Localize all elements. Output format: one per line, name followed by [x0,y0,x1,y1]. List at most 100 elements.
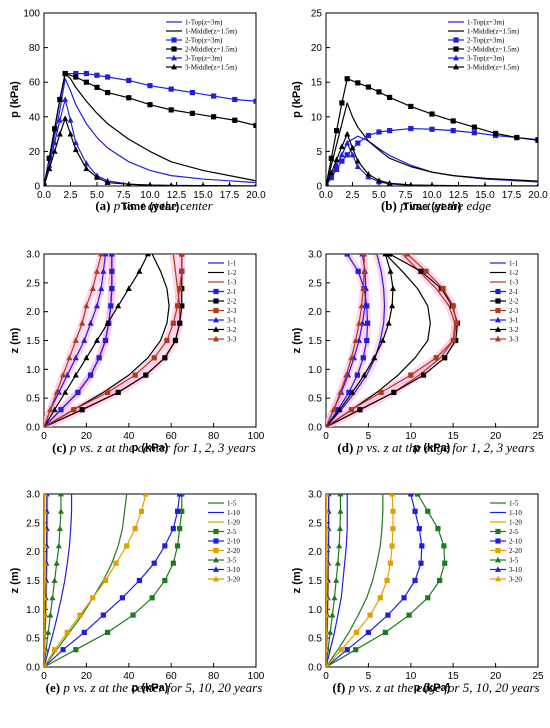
legend-label: 3-2 [509,326,519,334]
series-line [44,254,170,427]
caption-text: p vs. z at the center for 5, 10, 20 year… [62,680,262,695]
legend-label: 1-5 [227,500,237,508]
legend-marker [171,46,177,52]
y-tick-label: 0 [316,182,322,193]
data-point [440,286,446,292]
data-point [483,182,487,186]
data-point [450,128,456,134]
data-point [56,525,63,531]
legend-marker [495,538,501,544]
data-point [330,406,337,413]
data-point [44,577,48,583]
caption-text: p vs. t at the edge [399,198,491,213]
x-tick-label: 40 [123,671,135,682]
panel-caption: (f) p vs. z at the edge for 5, 10, 20 ye… [332,680,539,695]
legend-marker [495,298,501,304]
y-tick-label: 1.5 [26,576,40,587]
data-point [354,163,361,170]
data-point [253,98,256,104]
x-axis-label: p (kPa) [414,682,451,694]
series-line [44,494,147,667]
data-point [44,646,48,653]
legend-label: 2-1 [509,288,519,296]
data-point [326,646,330,653]
legend-marker [495,316,501,323]
data-point [377,595,383,601]
data-point [174,543,181,549]
legend-marker [213,538,219,544]
x-tick-label: 15 [448,431,460,442]
data-point [326,508,330,514]
legend-label: 1-Top(z=3m) [185,19,223,27]
data-point [418,268,424,274]
data-point [326,182,328,186]
series-line [326,78,538,186]
series-line [326,494,348,667]
series-line [44,494,73,667]
chart-panel-d: 0 5 10 15 20 25 0.0 0.5 1.0 1.5 2.0 2.5 3.0 p (kPa) z … [291,250,544,456]
data-point [227,182,232,186]
data-point [361,371,368,378]
x-tick-label: 60 [166,671,178,682]
x-tick-label: 0 [323,431,329,442]
data-point [384,577,390,584]
data-point [143,372,149,378]
legend-label: 3-5 [509,557,519,565]
data-point [113,560,119,566]
data-point [47,406,54,413]
data-point [389,302,396,309]
data-point [353,647,359,653]
data-point [115,389,121,395]
data-point [378,389,384,395]
data-point [535,137,538,143]
data-point [336,525,343,531]
data-point [44,629,48,635]
x-tick-label: 10 [405,671,417,682]
y-tick-label: 0 [34,182,40,193]
legend-marker [213,566,219,572]
data-point [100,612,106,618]
y-tick-label: 10 [311,112,323,123]
data-point [44,525,48,531]
legend-label: 3-2 [227,326,237,334]
data-point [44,560,48,566]
caption-letter: (f) [332,680,348,695]
data-point [94,337,100,343]
data-point [105,629,111,635]
data-point [391,389,397,395]
data-point [364,337,370,344]
legend-label: 1-10 [227,509,240,517]
legend-marker [495,575,501,582]
x-axis-label: Time (year) [121,201,180,213]
y-tick-label: 1.0 [308,605,322,616]
data-point [364,320,371,326]
y-tick-label: 3.0 [308,490,322,501]
data-point [387,254,393,257]
legend-label: 2-3 [509,307,519,315]
data-point [365,629,371,635]
data-point [108,303,114,309]
data-point [62,96,69,102]
data-point [348,407,355,413]
data-point [371,354,378,361]
data-point [44,423,46,427]
x-tick-label: 20.0 [246,190,266,201]
y-tick-label: 20 [311,43,323,54]
data-point [73,647,79,653]
data-point [326,494,330,497]
data-point [177,286,183,292]
legend-marker [213,528,219,535]
data-point [361,254,368,257]
data-point [174,303,181,309]
legend-label: 1-5 [509,500,519,508]
data-point [334,560,341,566]
data-point [83,160,90,166]
x-tick-label: 7.5 [399,190,413,201]
data-point [365,171,372,177]
data-point [254,182,256,186]
data-point [349,151,356,158]
caption-letter: (d) [337,440,356,455]
data-point [386,180,393,186]
data-point [51,139,58,146]
series-group [326,494,448,667]
